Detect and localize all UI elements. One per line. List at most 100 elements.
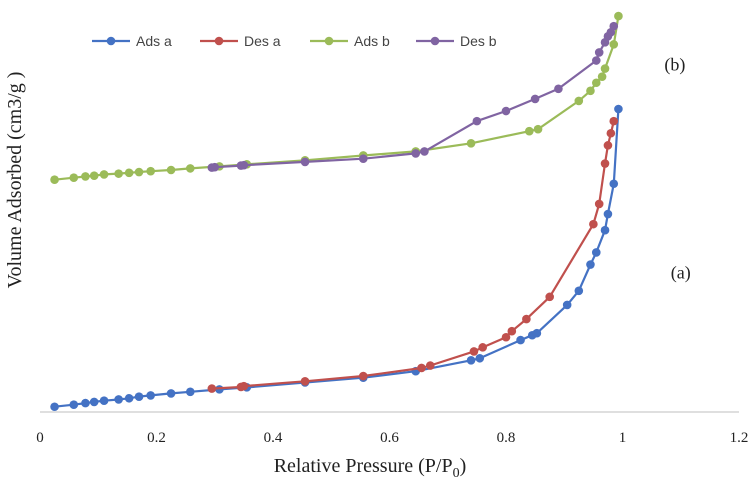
data-point-ads-b — [597, 72, 607, 81]
legend-marker-des-b — [430, 36, 440, 46]
data-point-ads-b — [166, 165, 176, 175]
data-point-des-a — [358, 371, 368, 381]
data-point-ads-b — [99, 170, 109, 179]
data-point-ads-b — [574, 96, 584, 106]
data-point-des-b — [420, 147, 429, 156]
data-point-ads-a — [114, 395, 123, 404]
series-ads-a — [50, 104, 623, 412]
data-point-des-a — [469, 347, 479, 356]
data-point-ads-a — [591, 248, 601, 257]
data-point-ads-b — [525, 126, 534, 136]
series-line-ads-a — [54, 108, 620, 408]
data-point-ads-a — [99, 396, 109, 405]
data-point-des-b — [591, 56, 601, 65]
data-point-ads-b — [185, 164, 195, 173]
data-point-des-a — [594, 199, 604, 209]
data-point-ads-a — [134, 392, 144, 401]
data-point-ads-a — [516, 335, 525, 345]
legend-label-ads-a: Ads a — [136, 33, 172, 49]
data-point-ads-b — [69, 173, 79, 182]
data-point-ads-a — [50, 402, 59, 412]
data-point-ads-a — [124, 393, 134, 403]
data-point-ads-a — [166, 389, 176, 398]
data-point-ads-b — [114, 169, 123, 178]
x-tick-label: 0 — [36, 430, 44, 446]
data-point-ads-b — [466, 139, 476, 148]
legend-item-ads-a: Ads a — [92, 33, 172, 49]
data-point-des-a — [600, 159, 610, 168]
x-tick-labels: 0 0.2 0.4 0.6 0.8 1 1.2 — [36, 430, 748, 446]
data-point-ads-b — [81, 172, 90, 181]
x-axis-title-main: Relative Pressure (P/P — [274, 455, 453, 477]
data-point-des-a — [425, 361, 435, 370]
data-point-des-a — [417, 363, 426, 373]
x-axis-title: Relative Pressure (P/P0) — [274, 455, 467, 480]
data-point-ads-b — [89, 171, 99, 180]
series-layer — [50, 11, 623, 412]
data-point-des-b — [594, 48, 604, 57]
data-point-des-b — [600, 38, 610, 47]
data-point-ads-a — [81, 398, 90, 408]
data-point-ads-a — [574, 286, 584, 296]
data-point-ads-a — [603, 209, 613, 219]
data-point-ads-b — [609, 40, 619, 49]
x-axis-title-subscript: 0 — [453, 466, 460, 480]
data-point-ads-b — [146, 166, 155, 176]
data-point-ads-a — [586, 260, 595, 269]
data-point-ads-a — [69, 400, 79, 410]
legend-item-des-a: Des a — [200, 33, 281, 49]
data-point-ads-a — [466, 355, 476, 365]
data-point-ads-a — [562, 300, 572, 310]
data-point-des-a — [501, 332, 511, 342]
data-point-ads-b — [591, 78, 601, 88]
legend-label-ads-b: Ads b — [354, 33, 390, 49]
x-tick-label: 0.6 — [380, 430, 399, 446]
x-tick-label: 1.2 — [730, 430, 749, 446]
x-tick-label: 0.4 — [264, 430, 283, 446]
data-point-ads-b — [600, 64, 610, 73]
data-point-des-b — [501, 106, 511, 116]
data-point-des-b — [530, 94, 540, 104]
data-point-des-a — [236, 382, 246, 392]
data-point-des-a — [507, 326, 517, 336]
annotations: (b) (a) — [664, 55, 690, 284]
data-point-des-a — [589, 219, 598, 229]
data-point-ads-b — [533, 124, 543, 134]
x-tick-label: 0.8 — [497, 430, 516, 446]
data-point-des-b — [358, 154, 368, 163]
legend-item-ads-b: Ads b — [310, 33, 390, 49]
legend-label-des-b: Des b — [460, 33, 497, 49]
data-point-des-a — [522, 314, 531, 324]
curve-annotation: (b) — [664, 55, 685, 76]
data-point-des-b — [411, 149, 421, 158]
data-point-ads-a — [89, 397, 99, 407]
data-point-des-b — [300, 157, 310, 167]
data-point-ads-a — [532, 328, 542, 338]
data-point-des-b — [207, 163, 217, 172]
data-point-des-a — [606, 128, 616, 138]
x-tick-label: 0.2 — [147, 430, 166, 446]
data-point-ads-b — [586, 86, 595, 96]
data-point-des-b — [236, 161, 246, 170]
data-point-des-a — [207, 384, 217, 393]
data-point-des-a — [300, 376, 310, 386]
data-point-ads-a — [614, 104, 623, 114]
series-des-b — [207, 21, 619, 172]
data-point-ads-b — [50, 175, 59, 184]
x-axis-title-end: ) — [460, 455, 467, 477]
data-point-ads-a — [600, 225, 610, 235]
data-point-ads-b — [124, 168, 134, 178]
legend-marker-des-a — [214, 36, 224, 46]
data-point-ads-a — [185, 387, 195, 397]
data-point-des-a — [609, 116, 619, 126]
data-point-des-b — [554, 84, 563, 94]
legend-label-des-a: Des a — [244, 33, 281, 49]
legend-marker-ads-b — [324, 36, 334, 46]
data-point-des-a — [478, 343, 488, 352]
legend-marker-ads-a — [106, 36, 116, 46]
data-point-ads-a — [146, 391, 155, 400]
y-axis-title: Volume Adsorbed (cm3/g ) — [4, 72, 26, 289]
legend: Ads a Des a Ads b Des b — [92, 33, 497, 49]
